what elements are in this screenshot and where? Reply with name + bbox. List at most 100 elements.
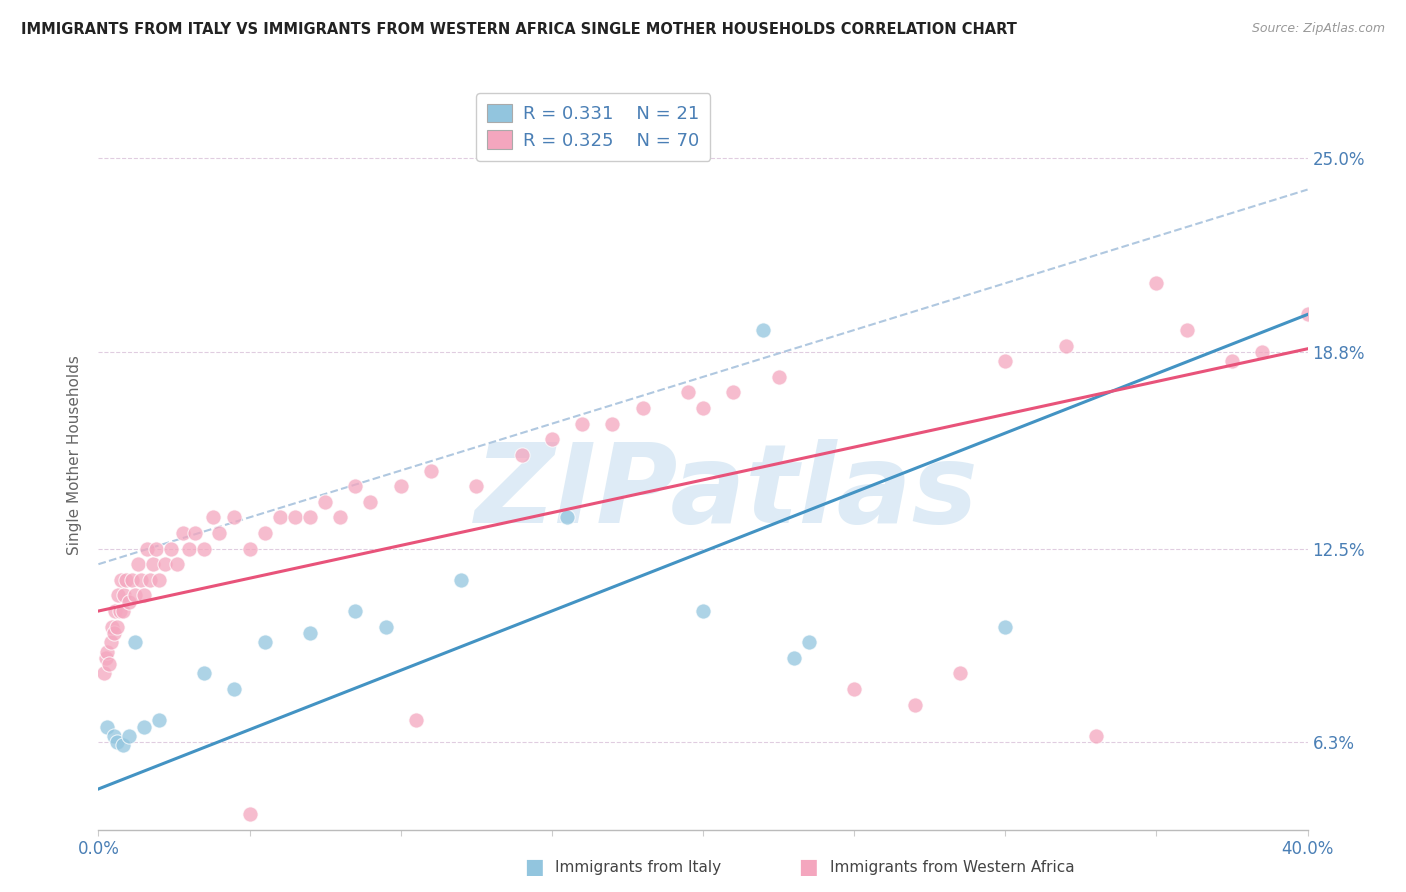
Point [124,589,146,603]
Point [752,323,775,337]
Point [1296,307,1319,321]
Point [540,433,562,447]
Point [1054,338,1077,352]
Point [344,479,367,493]
Point [193,666,215,681]
Text: Immigrants from Western Africa: Immigrants from Western Africa [830,860,1074,874]
Point [602,417,624,431]
Point [208,526,231,541]
Point [110,573,132,587]
Point [145,541,167,556]
Point [100,635,122,649]
Point [148,573,170,587]
Point [783,651,806,665]
Point [111,604,134,618]
Point [510,448,533,462]
Point [179,541,201,556]
Point [94,651,117,665]
Point [224,681,246,696]
Text: Immigrants from Italy: Immigrants from Italy [555,860,721,874]
Point [107,589,129,603]
Point [111,739,134,753]
Point [374,619,396,633]
Point [904,698,927,712]
Point [631,401,654,416]
Point [153,557,176,572]
Point [1146,277,1168,291]
Point [127,557,149,572]
Point [239,807,262,822]
Point [405,714,427,728]
Point [1251,344,1274,359]
Point [253,635,276,649]
Point [420,464,443,478]
Point [768,369,790,384]
Point [105,619,128,633]
Point [1175,323,1198,337]
Point [571,417,593,431]
Point [93,666,115,681]
Point [555,510,578,524]
Point [692,401,714,416]
Point [98,657,121,671]
Text: ■: ■ [799,857,818,877]
Point [692,604,714,618]
Point [103,626,125,640]
Point [202,510,225,524]
Point [135,541,157,556]
Point [118,729,141,743]
Point [299,626,322,640]
Point [104,604,127,618]
Point [253,526,276,541]
Point [676,385,699,400]
Point [465,479,488,493]
Point [184,526,207,541]
Point [797,635,820,649]
Point [329,510,352,524]
Y-axis label: Single Mother Households: Single Mother Households [67,355,83,555]
Point [1085,729,1108,743]
Point [103,729,125,743]
Point [139,573,162,587]
Point [172,526,194,541]
Point [360,494,382,508]
Point [389,479,412,493]
Point [114,573,136,587]
Point [160,541,183,556]
Point [129,573,152,587]
Point [108,604,131,618]
Point [112,589,135,603]
Point [344,604,367,618]
Legend: R = 0.331    N = 21, R = 0.325    N = 70: R = 0.331 N = 21, R = 0.325 N = 70 [477,93,710,161]
Point [96,719,118,733]
Point [118,594,141,608]
Point [132,719,155,733]
Text: Source: ZipAtlas.com: Source: ZipAtlas.com [1251,22,1385,36]
Point [142,557,165,572]
Point [1220,354,1243,368]
Point [314,494,336,508]
Point [166,557,188,572]
Point [105,735,128,749]
Point [949,666,972,681]
Point [450,573,472,587]
Point [224,510,246,524]
Text: ■: ■ [524,857,544,877]
Point [148,714,170,728]
Point [723,385,745,400]
Point [239,541,262,556]
Point [101,619,124,633]
Point [844,681,866,696]
Point [132,589,155,603]
Point [299,510,322,524]
Point [124,635,146,649]
Point [269,510,291,524]
Point [284,510,307,524]
Point [193,541,215,556]
Text: IMMIGRANTS FROM ITALY VS IMMIGRANTS FROM WESTERN AFRICA SINGLE MOTHER HOUSEHOLDS: IMMIGRANTS FROM ITALY VS IMMIGRANTS FROM… [21,22,1017,37]
Point [121,573,143,587]
Point [96,644,118,658]
Text: ZIPatlas: ZIPatlas [475,439,979,546]
Point [994,354,1017,368]
Point [994,619,1017,633]
